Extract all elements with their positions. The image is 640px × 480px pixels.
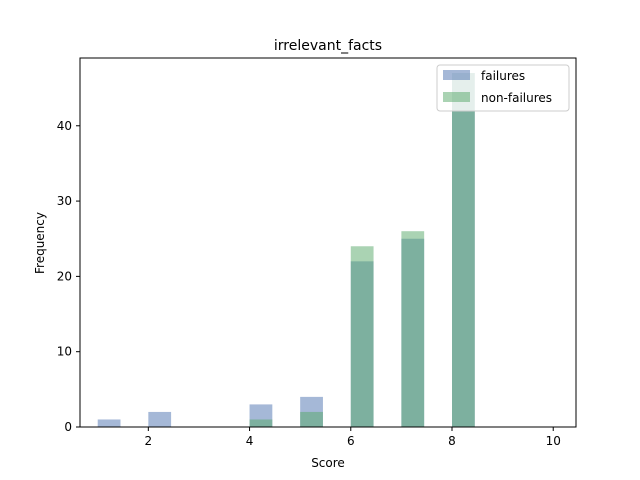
- bar-non-failures-0: [249, 419, 273, 427]
- x-tick-label: 2: [145, 434, 153, 448]
- y-tick-label: 0: [64, 420, 72, 434]
- chart-title: irrelevant_facts: [274, 38, 382, 54]
- y-tick-label: 20: [57, 269, 72, 283]
- y-axis-ticks: 0 10 20 30 40: [57, 119, 80, 434]
- legend: failures non-failures: [436, 64, 570, 112]
- legend-swatch-failures: [443, 70, 470, 80]
- plot-frame: [79, 57, 577, 428]
- x-axis-ticks: 2 4 6 8 10: [145, 427, 561, 448]
- bar-failures-0: [97, 419, 121, 427]
- x-tick-label: 8: [448, 434, 456, 448]
- bar-non-failures-4: [452, 73, 475, 428]
- y-tick-label: 30: [57, 194, 72, 208]
- bar-failures-1: [148, 411, 172, 427]
- x-tick-label: 10: [546, 434, 561, 448]
- y-tick-label: 40: [57, 119, 72, 133]
- x-axis-label: Score: [311, 456, 345, 470]
- bar-non-failures-2: [350, 246, 374, 427]
- legend-label-failures: failures: [481, 69, 525, 83]
- x-tick-label: 4: [246, 434, 254, 448]
- y-axis-label: Frequency: [33, 212, 47, 274]
- x-tick-label: 6: [347, 434, 355, 448]
- bar-non-failures-1: [300, 411, 323, 427]
- y-tick-label: 10: [57, 345, 72, 359]
- legend-label-non-failures: non-failures: [481, 91, 552, 105]
- bar-non-failures-3: [401, 231, 425, 427]
- bars-group: [97, 73, 475, 428]
- legend-swatch-non-failures: [443, 92, 470, 102]
